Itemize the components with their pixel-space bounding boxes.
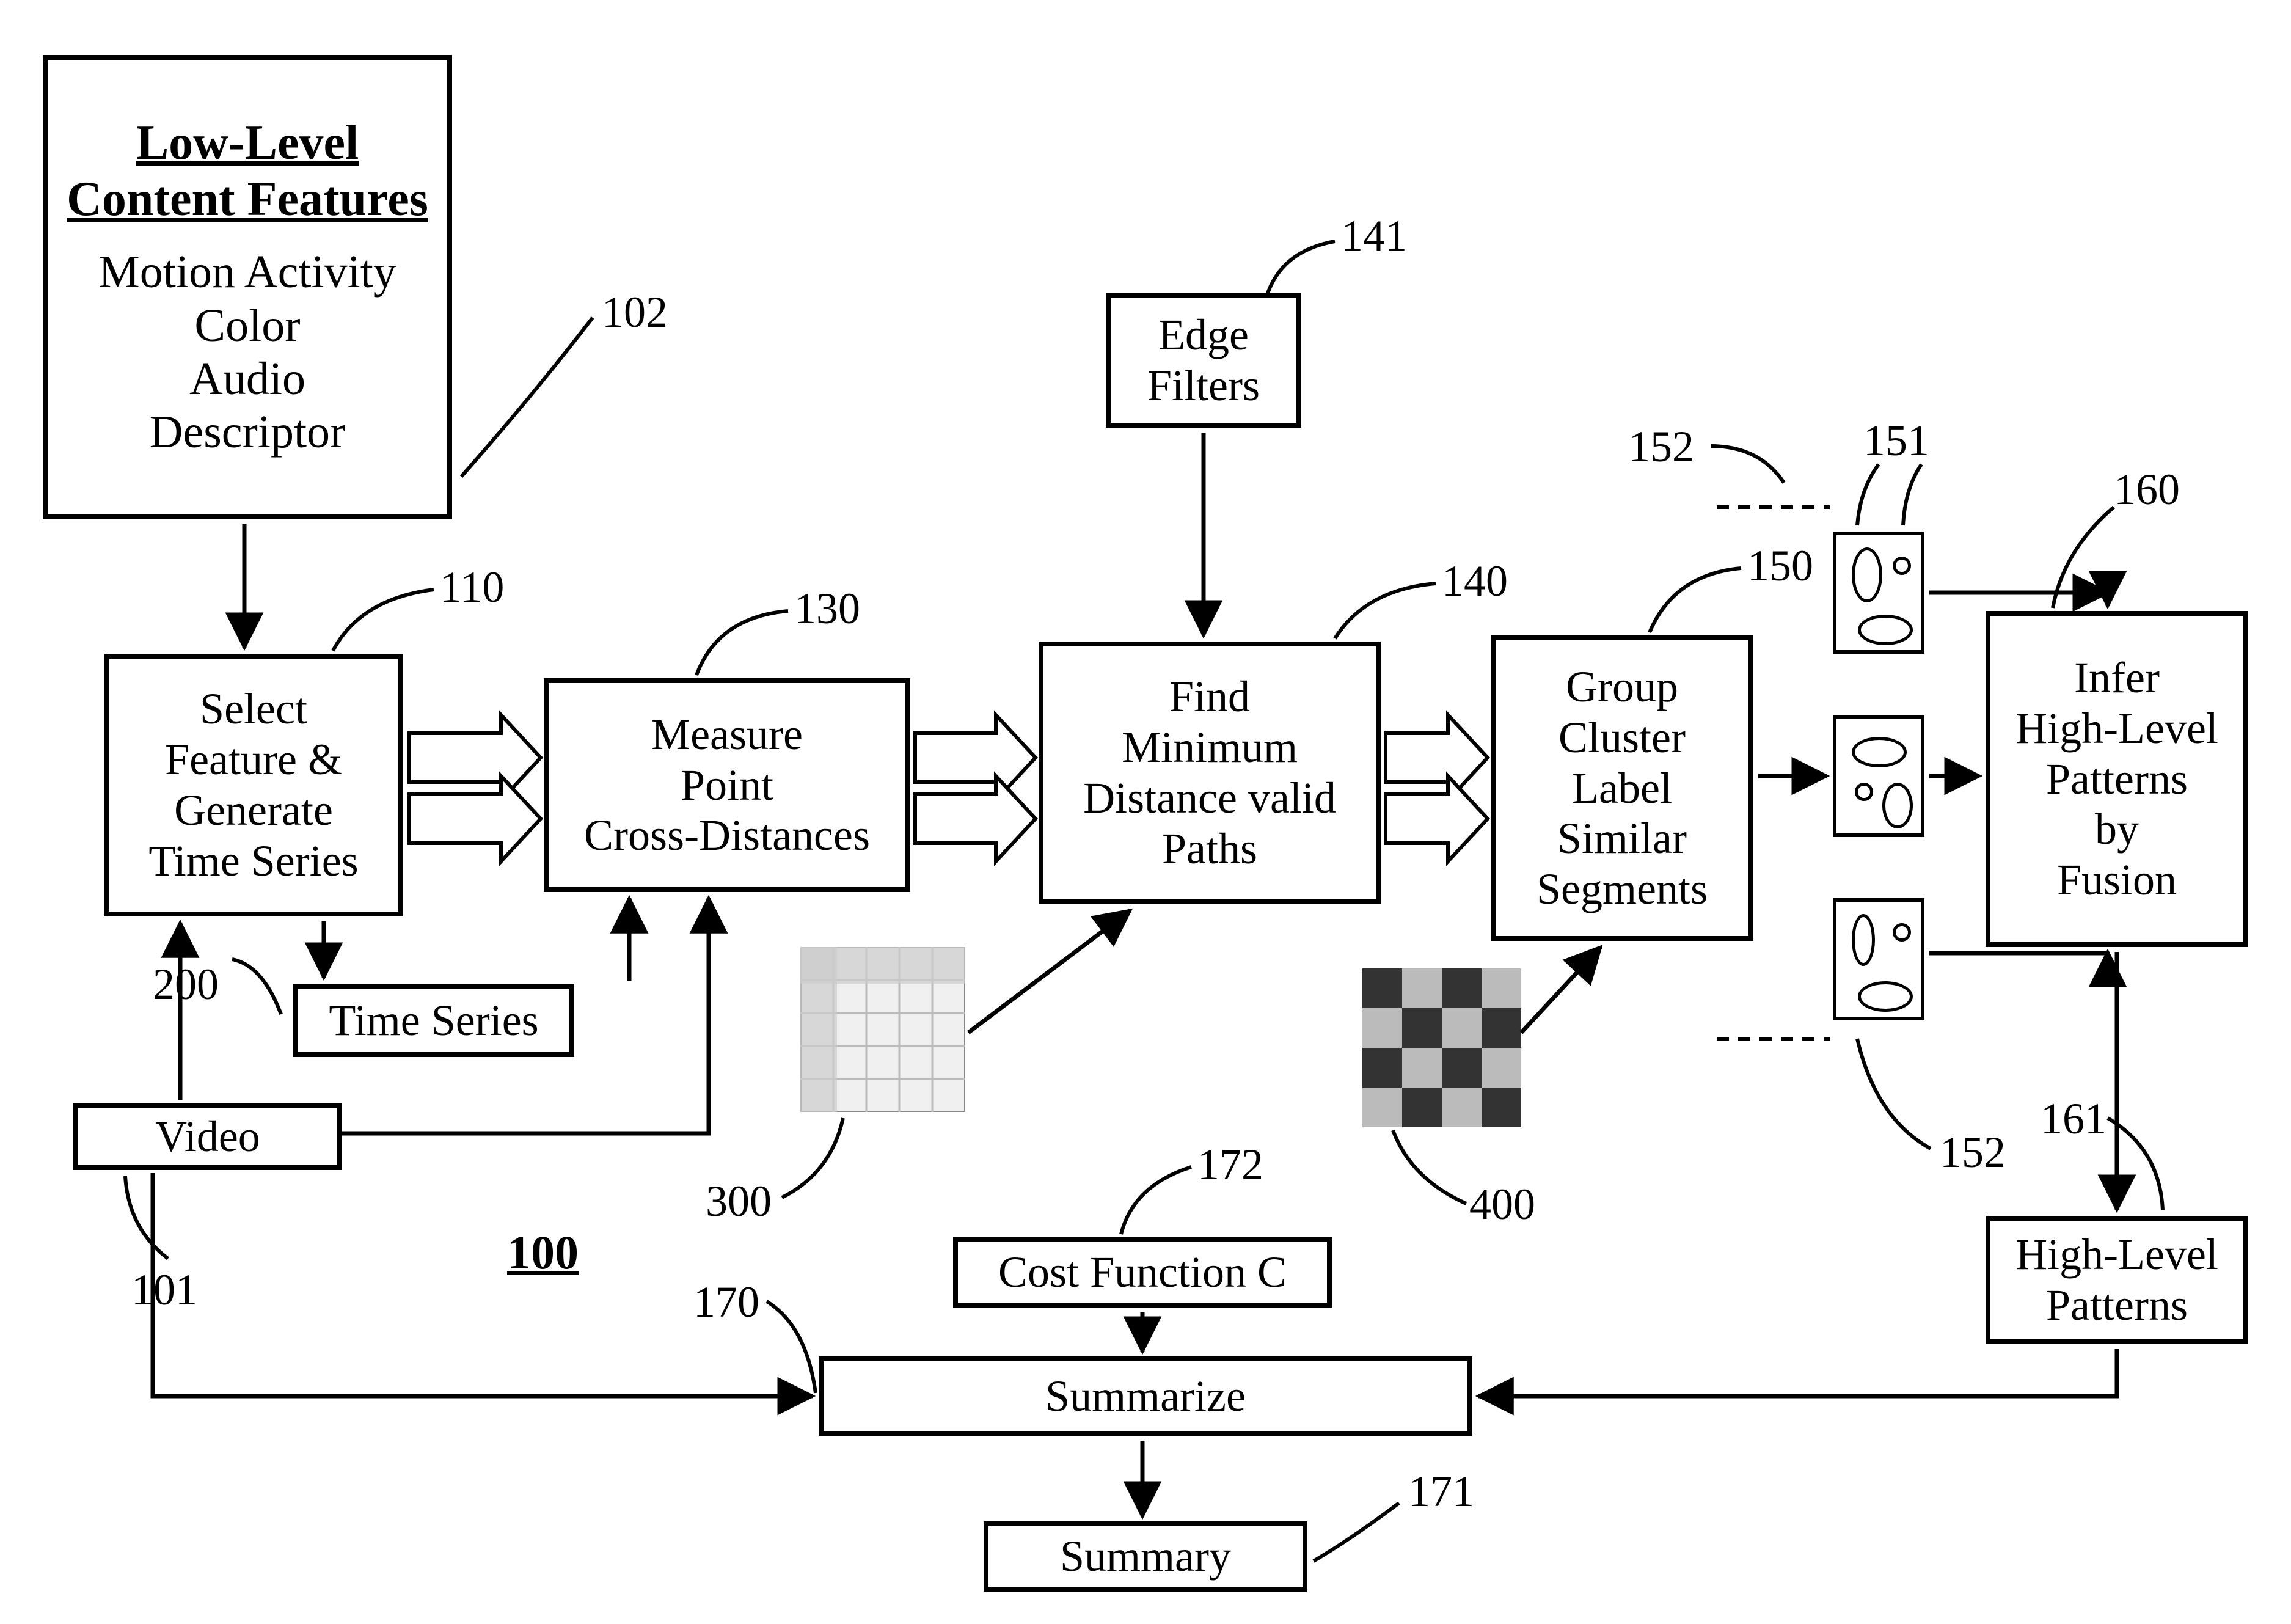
- features-box: Low-Level Content Features Motion Activi…: [43, 55, 452, 519]
- ref-102: 102: [602, 287, 668, 338]
- small-circle-icon: [1893, 923, 1911, 942]
- time-series-box: Time Series: [293, 984, 574, 1057]
- feat-line: Motion Activity: [98, 246, 396, 299]
- patterns-l2: Patterns: [2046, 1280, 2188, 1331]
- feat-line: Audio: [98, 353, 396, 406]
- ellipse-icon: [1852, 914, 1875, 966]
- ref-170: 170: [693, 1277, 759, 1328]
- find-l4: Paths: [1162, 824, 1257, 874]
- ref-151: 151: [1863, 415, 1929, 466]
- select-l4: Time Series: [148, 836, 358, 887]
- ellipse-icon: [1852, 547, 1882, 602]
- infer-box: Infer High-Level Patterns by Fusion: [1986, 611, 2248, 947]
- group-l2: Cluster: [1558, 712, 1686, 763]
- ref-400: 400: [1469, 1179, 1535, 1230]
- find-l1: Find: [1169, 671, 1250, 722]
- select-l2: Feature &: [165, 734, 342, 785]
- time-series-label: Time Series: [329, 995, 538, 1046]
- diagram-canvas: Low-Level Content Features Motion Activi…: [0, 0, 2291, 1624]
- find-box: Find Minimum Distance valid Paths: [1039, 642, 1381, 904]
- cluster-box: [1833, 898, 1924, 1020]
- ref-171: 171: [1408, 1466, 1474, 1517]
- ref-152: 152: [1628, 422, 1694, 472]
- group-l3: Label: [1572, 763, 1672, 814]
- infer-l1: Infer: [2074, 653, 2160, 703]
- cost-label: Cost Function C: [998, 1247, 1287, 1298]
- small-circle-icon: [1893, 557, 1911, 575]
- ref-160: 160: [2114, 464, 2180, 515]
- grid-pattern-icon: [800, 947, 965, 1112]
- group-box: Group Cluster Label Similar Segments: [1491, 635, 1753, 941]
- cluster-box: [1833, 532, 1924, 654]
- summarize-label: Summarize: [1045, 1371, 1246, 1422]
- cost-box: Cost Function C: [953, 1237, 1332, 1308]
- ref-141: 141: [1341, 211, 1407, 262]
- ref-130: 130: [794, 583, 860, 634]
- features-title: Low-Level Content Features: [67, 116, 428, 226]
- ref-140: 140: [1442, 556, 1508, 607]
- cluster-box: [1833, 715, 1924, 837]
- feat-line: Descriptor: [98, 406, 396, 459]
- infer-l4: by: [2095, 804, 2139, 855]
- infer-l5: Fusion: [2057, 855, 2177, 905]
- find-l2: Minimum: [1122, 722, 1298, 773]
- patterns-box: High-Level Patterns: [1986, 1216, 2248, 1344]
- select-box: Select Feature & Generate Time Series: [104, 654, 403, 916]
- small-circle-icon: [1855, 783, 1873, 801]
- ref-110: 110: [440, 562, 504, 613]
- video-box: Video: [73, 1103, 342, 1170]
- ref-200: 200: [153, 959, 219, 1010]
- ref-172: 172: [1197, 1139, 1263, 1190]
- select-l1: Select: [200, 684, 307, 734]
- patterns-l1: High-Level: [2015, 1229, 2218, 1280]
- group-l1: Group: [1566, 662, 1678, 712]
- infer-l3: Patterns: [2046, 754, 2188, 805]
- group-l4: Similar: [1557, 813, 1687, 864]
- ref-161: 161: [2041, 1094, 2106, 1144]
- figure-number: 100: [507, 1225, 579, 1280]
- measure-l2: Point: [681, 760, 773, 811]
- ref-300: 300: [706, 1176, 772, 1227]
- checker-pattern-icon: [1362, 968, 1521, 1127]
- measure-l1: Measure: [651, 709, 803, 760]
- ref-152: 152: [1940, 1127, 2006, 1178]
- select-l3: Generate: [174, 785, 333, 836]
- edge-l2: Filters: [1147, 360, 1260, 411]
- measure-box: Measure Point Cross-Distances: [544, 678, 910, 892]
- infer-l2: High-Level: [2015, 703, 2218, 754]
- edge-filters-box: Edge Filters: [1106, 293, 1301, 428]
- edge-l1: Edge: [1158, 310, 1249, 360]
- ref-150: 150: [1747, 541, 1813, 591]
- feat-line: Color: [98, 299, 396, 353]
- ref-101: 101: [131, 1265, 197, 1315]
- ellipse-icon: [1852, 737, 1907, 767]
- group-l5: Segments: [1536, 864, 1708, 915]
- ellipse-icon: [1882, 783, 1913, 828]
- ellipse-icon: [1858, 615, 1913, 645]
- video-label: Video: [155, 1111, 260, 1162]
- summarize-box: Summarize: [819, 1356, 1472, 1436]
- summary-label: Summary: [1060, 1531, 1231, 1582]
- summary-box: Summary: [984, 1521, 1307, 1592]
- find-l3: Distance valid: [1083, 773, 1336, 824]
- ellipse-icon: [1858, 981, 1913, 1012]
- measure-l3: Cross-Distances: [584, 810, 870, 861]
